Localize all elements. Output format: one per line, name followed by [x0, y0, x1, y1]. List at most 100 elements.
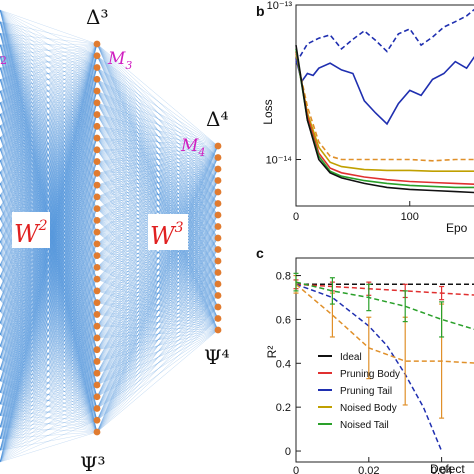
w3-label-bg [148, 214, 188, 250]
layer4-node [214, 257, 222, 265]
panel-c-series-line [295, 283, 474, 296]
panel-c-ytick-label: 0.4 [276, 358, 291, 370]
layer3-node [93, 369, 101, 377]
panel-c-plot-area [295, 257, 474, 463]
layer3-node [93, 193, 101, 201]
psi3-label: Ψ³ [80, 452, 106, 474]
layer3-node [93, 428, 101, 436]
layer4-node [214, 280, 222, 288]
panel-c-legend-label: Pruning Tail [340, 386, 392, 397]
psi4-label: Ψ⁴ [204, 345, 230, 369]
panel-b-ytick-label: 10⁻¹³ [267, 0, 293, 12]
layer4-node [214, 234, 222, 242]
w3-label: W3 [150, 220, 184, 250]
panel-c-letter: c [256, 245, 264, 261]
layer3-node [93, 75, 101, 83]
layer3-node [93, 287, 101, 295]
layer3-node [93, 146, 101, 154]
layer4-node [214, 177, 222, 184]
layer3-node [93, 181, 101, 189]
layer3-node [93, 158, 101, 165]
layer4-node [214, 154, 222, 161]
panel-b-xtick-label: 100 [401, 211, 419, 223]
layer4-node [214, 303, 222, 311]
layer3-node [93, 334, 101, 342]
panel-c-xtick-label: 0.04 [431, 465, 452, 474]
layer3-node [93, 122, 101, 130]
m3-label: M3 [107, 49, 132, 72]
m2-partial-label: 2 [0, 54, 7, 67]
layer3-node [93, 252, 101, 260]
panel-b-xtick-label: 0 [293, 211, 299, 223]
panel-c-xtick-label: 0.02 [358, 465, 379, 474]
layer4-node [214, 315, 222, 322]
layer3-node [93, 52, 101, 60]
layer4-node [214, 211, 222, 219]
panel-c-series-line [295, 283, 474, 364]
panel-b-series-line [295, 51, 474, 186]
layer3-node [93, 381, 101, 389]
panel-c-legend-label: Noised Body [340, 403, 397, 414]
layer4-node [214, 246, 222, 253]
layer4-node [214, 165, 222, 173]
layer3-node [93, 240, 101, 248]
panel-b-series-line [295, 55, 474, 126]
panel-c-legend-label: Pruning Body [340, 369, 400, 380]
layer3-node [93, 405, 101, 412]
layer3-node [93, 169, 101, 177]
panel-c-series-line [295, 281, 474, 330]
panel-c-xtick-label: 0 [293, 465, 299, 474]
panel-c-ytick-label: 0 [285, 446, 291, 458]
layer3-node [93, 99, 101, 107]
layer3-node [93, 64, 101, 71]
panel-b-xlabel: Epo [446, 221, 468, 235]
panel-c-ytick-label: 0.2 [276, 402, 291, 414]
delta4-label: Δ⁴ [206, 107, 228, 131]
panel-c-legend-label: Ideal [340, 352, 362, 363]
layer3-node [93, 40, 101, 48]
layer3-node [93, 216, 101, 224]
layer3-node [93, 134, 101, 142]
panel-b-plot-area [295, 4, 474, 207]
network-nodes [93, 40, 222, 436]
layer3-node [93, 111, 101, 118]
panel-c-legend-label: Noised Tail [340, 420, 389, 431]
layer3-node [93, 87, 101, 95]
panel-c-xlabel: Defect [430, 462, 465, 474]
w2-label: W2 [14, 218, 48, 248]
layer3-node [93, 358, 101, 365]
layer4-node [214, 326, 222, 334]
panel-b-letter: b [256, 3, 265, 19]
layer3-node [93, 228, 101, 236]
panel-b-series-line [295, 54, 474, 162]
panel-b-series-line [295, 8, 474, 64]
layer3-node [93, 416, 101, 424]
panel-c-ylabel: R² [265, 346, 279, 359]
panel-b-ylabel: Loss [261, 99, 275, 124]
layer3-node [93, 311, 101, 318]
layer4-node [214, 269, 222, 276]
panel-c-ytick-label: 0.8 [276, 271, 291, 283]
layer4-node [214, 292, 222, 299]
layer4-node [214, 142, 222, 150]
layer4-node [214, 200, 222, 207]
layer4-node [214, 223, 222, 230]
panel-b-chart: 10⁻¹³ 10⁻¹⁴ 0 100 Loss Epo [261, 0, 474, 235]
layer3-node [93, 346, 101, 354]
w3-edges [96, 43, 219, 433]
layer3-node [93, 393, 101, 401]
panel-b-series-line [295, 44, 474, 194]
w2-label-bg [12, 212, 50, 248]
layer3-node [93, 205, 101, 213]
panel-c-ytick-label: 0.6 [276, 314, 291, 326]
panel-b-ytick-label: 10⁻¹⁴ [266, 154, 293, 166]
layer3-node [93, 299, 101, 307]
layer3-node [93, 275, 101, 283]
delta3-label: Δ³ [86, 5, 108, 29]
layer4-node [214, 188, 222, 196]
layer3-node [93, 322, 101, 330]
panel-b-series-line [295, 51, 474, 172]
layer3-node [93, 263, 101, 271]
panel-c-chart: 0 0.2 0.4 0.6 0.8 0 0.02 0.04 R² Defect Ideal Pruni… [265, 257, 474, 474]
